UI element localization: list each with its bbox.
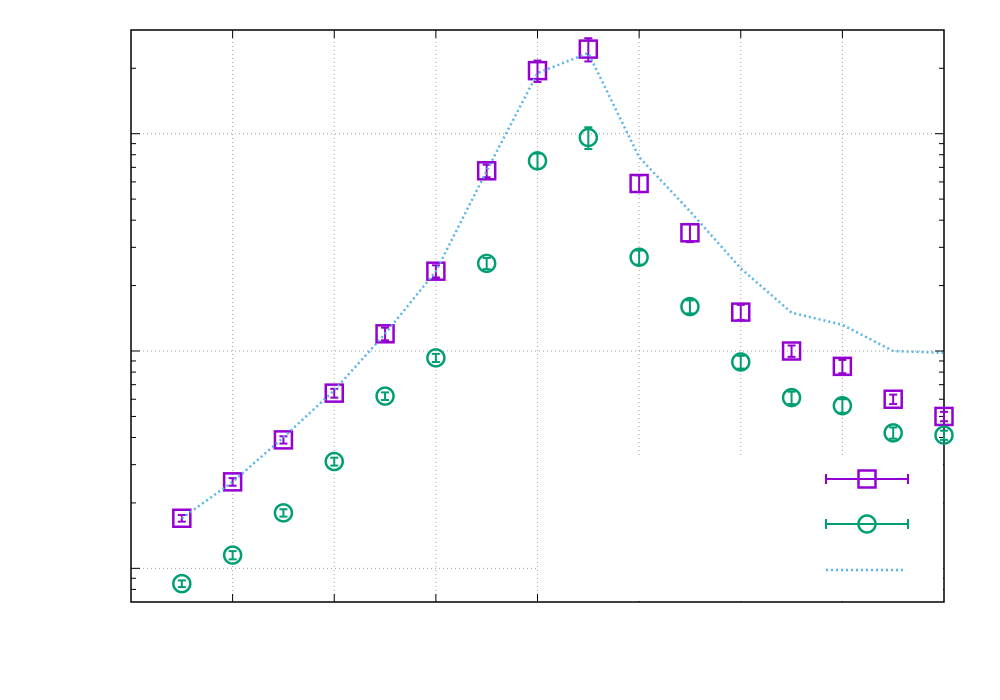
- data-point: [934, 406, 954, 427]
- data-point-square: [324, 383, 344, 403]
- data-point-square: [883, 389, 903, 409]
- data-point-circle: [476, 253, 497, 274]
- data-point-circle: [222, 545, 243, 565]
- data-point-circle: [934, 425, 954, 445]
- legend-marker: [857, 514, 877, 534]
- data-point: [527, 151, 548, 171]
- data-point: [375, 324, 395, 344]
- data-point-circle: [578, 127, 599, 148]
- data-point-circle: [375, 386, 395, 406]
- data-point: [680, 296, 700, 317]
- data-point: [832, 356, 853, 377]
- legend-marker: [857, 469, 877, 489]
- data-point-square: [375, 324, 395, 344]
- data-point: [222, 545, 243, 565]
- data-point-circle: [172, 573, 192, 594]
- data-point-circle: [324, 451, 344, 472]
- data-point-square: [781, 341, 802, 361]
- data-point: [883, 423, 903, 443]
- data-point: [680, 223, 700, 244]
- data-point: [476, 161, 497, 181]
- data-point: [934, 425, 954, 445]
- data-point: [375, 386, 395, 406]
- data-point: [781, 341, 802, 361]
- data-point-square: [629, 173, 649, 194]
- legend-entry-2: [825, 514, 909, 534]
- data-point: [731, 352, 751, 372]
- data-point-square: [680, 223, 700, 243]
- data-point: [476, 253, 497, 274]
- data-point-square: [426, 261, 446, 281]
- legend-entry-1: [825, 469, 909, 489]
- data-point-circle: [832, 395, 853, 416]
- data-point-circle: [273, 503, 294, 523]
- data-point-square: [527, 60, 548, 81]
- data-point: [832, 395, 853, 416]
- data-point: [731, 302, 751, 322]
- data-point-square: [578, 39, 599, 59]
- data-point-square: [273, 430, 294, 450]
- series-3: [181, 51, 945, 520]
- data-point: [629, 173, 649, 194]
- data-point: [172, 573, 192, 594]
- data-point: [273, 503, 294, 523]
- data-point: [324, 451, 344, 472]
- data-point-circle: [629, 247, 649, 268]
- data-point-square: [832, 356, 853, 377]
- data-point: [578, 126, 599, 151]
- data-point-circle: [781, 387, 802, 408]
- data-point-square: [222, 472, 243, 492]
- data-point-square: [934, 406, 954, 427]
- data-series: [172, 37, 954, 594]
- data-point: [527, 59, 548, 83]
- data-point-circle: [527, 151, 548, 171]
- data-point: [578, 37, 599, 63]
- data-point-circle: [680, 296, 700, 317]
- series-1: [172, 37, 954, 529]
- data-point: [273, 430, 294, 450]
- data-point-square: [476, 161, 497, 181]
- data-point-square: [172, 508, 192, 529]
- data-point: [629, 247, 649, 268]
- data-point-circle: [883, 423, 903, 443]
- data-point: [426, 348, 446, 368]
- data-point: [883, 389, 903, 409]
- legend: [538, 457, 943, 601]
- data-point-square: [731, 302, 751, 322]
- series-line: [181, 51, 945, 520]
- data-point-circle: [731, 352, 751, 372]
- data-point-circle: [426, 348, 446, 368]
- data-point: [781, 387, 802, 408]
- series-2: [172, 126, 954, 594]
- data-point: [324, 383, 344, 403]
